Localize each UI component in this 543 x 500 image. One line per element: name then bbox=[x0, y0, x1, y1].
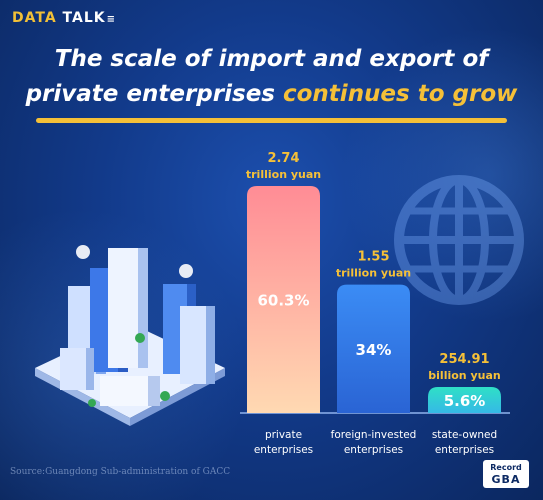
logo-line-1: Record bbox=[490, 463, 522, 472]
category-label-2-0: state-owned bbox=[432, 429, 497, 441]
brand-mark-icon: ≡ bbox=[106, 14, 117, 25]
bar-1 bbox=[337, 284, 410, 413]
category-label-1-0: foreign-invested bbox=[331, 429, 417, 441]
city-illustration bbox=[35, 245, 225, 426]
share-label-1: 34% bbox=[356, 341, 392, 359]
title-line-2-highlight: continues to grow bbox=[283, 81, 518, 107]
share-label-2: 5.6% bbox=[444, 392, 486, 410]
value-label-2: 254.91 bbox=[439, 352, 489, 367]
category-label-2-1: enterprises bbox=[435, 444, 494, 456]
title-line-2: private enterprises continues to grow bbox=[0, 78, 543, 110]
value-label-0: 2.74 bbox=[267, 151, 299, 166]
logo-line-2: GBA bbox=[491, 473, 521, 486]
category-label-1-1: enterprises bbox=[344, 444, 403, 456]
category-label-0-1: enterprises bbox=[254, 444, 313, 456]
bar-2 bbox=[428, 387, 501, 413]
record-gba-logo: Record GBA bbox=[483, 460, 529, 488]
globe-icon bbox=[394, 175, 524, 305]
source-note: Source:Guangdong Sub-administration of G… bbox=[10, 467, 231, 477]
share-label-0: 60.3% bbox=[257, 292, 309, 310]
unit-label-1: trillion yuan bbox=[336, 267, 411, 280]
title-line-2-plain: private enterprises bbox=[25, 81, 275, 107]
unit-label-0: trillion yuan bbox=[246, 168, 321, 181]
category-label-0-0: private bbox=[265, 429, 302, 441]
bar-0 bbox=[247, 186, 320, 413]
value-label-1: 1.55 bbox=[357, 250, 389, 265]
brand-word-data: DATA bbox=[12, 10, 57, 26]
unit-label-2: billion yuan bbox=[428, 369, 500, 382]
brand-word-talk: TALK bbox=[62, 10, 106, 26]
title-underline bbox=[36, 118, 507, 123]
title-line-1: The scale of import and export of bbox=[54, 46, 489, 72]
brand-logo: DATA TALK≡ bbox=[12, 10, 116, 26]
